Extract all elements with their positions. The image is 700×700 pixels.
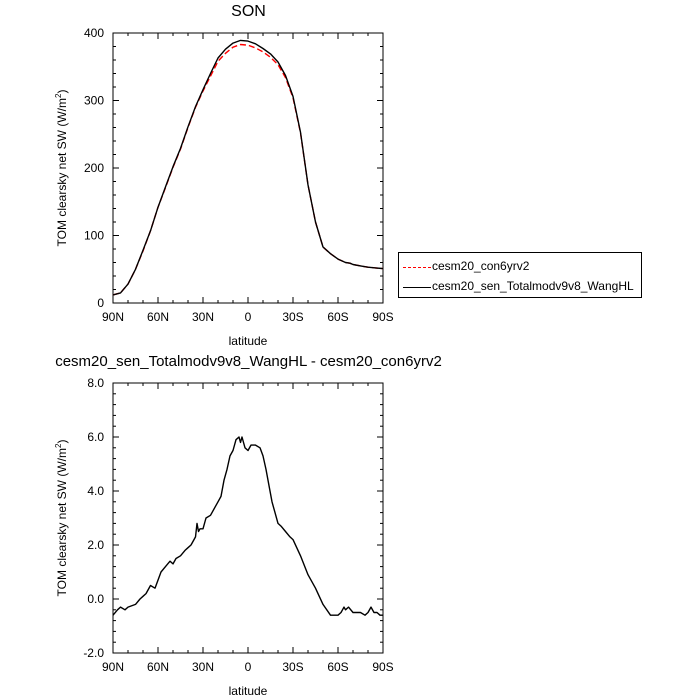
y-axis-label-tail: )	[55, 440, 69, 444]
bottom-chart-title: cesm20_sen_Totalmodv9v8_WangHL - cesm20_…	[55, 353, 442, 370]
x-tick-label: 90S	[372, 660, 393, 674]
x-tick-label: 30N	[192, 310, 214, 324]
series-line-0	[112, 43, 384, 296]
y-axis-label-superscript: 2	[54, 443, 63, 448]
y-tick-label: -2.0	[83, 646, 104, 660]
y-tick-label: 4.0	[87, 484, 104, 498]
y-axis-label: TOM clearsky net SW (W/m2)	[54, 440, 69, 597]
series-line-0	[112, 436, 383, 616]
x-tick-label: 90N	[102, 310, 124, 324]
y-axis-label-main: TOM clearsky net SW (W/m	[55, 448, 69, 596]
x-tick-label: 60S	[327, 660, 348, 674]
plot-frame	[112, 382, 384, 654]
legend-swatch-solid-black	[403, 287, 431, 288]
x-tick-label: 0	[245, 310, 252, 324]
x-tick-label: 30S	[282, 310, 303, 324]
series-line-1	[112, 39, 384, 296]
x-axis-label: latitude	[229, 334, 268, 348]
chart-panel-0: 90N 60N 30N 0 30S 60S 90S 0 100 200 300 400 latitude…	[54, 26, 394, 348]
x-tick-label: 60N	[147, 310, 169, 324]
legend-label-control: cesm20_con6yrv2	[432, 259, 530, 273]
y-tick-label: 400	[84, 26, 104, 40]
y-axis-label: TOM clearsky net SW (W/m2)	[54, 90, 69, 247]
y-tick-label: 8.0	[87, 376, 104, 390]
top-chart-title: SON	[231, 3, 266, 20]
legend-entry-control: cesm20_con6yrv2	[399, 257, 641, 277]
x-tick-label: 30N	[192, 660, 214, 674]
y-tick-label: 100	[84, 229, 104, 243]
x-tick-label: 0	[245, 660, 252, 674]
y-tick-label: 2.0	[87, 538, 104, 552]
y-axis-label-superscript: 2	[54, 93, 63, 98]
y-tick-label: 0.0	[87, 592, 104, 606]
y-tick-label: 200	[84, 161, 104, 175]
y-tick-label: 0	[97, 296, 104, 310]
x-axis-label: latitude	[229, 684, 268, 698]
y-axis-label-tail: )	[55, 90, 69, 94]
x-tick-label: 60N	[147, 660, 169, 674]
y-tick-label: 300	[84, 94, 104, 108]
y-axis-label-main: TOM clearsky net SW (W/m	[55, 98, 69, 246]
legend-label-sensitivity: cesm20_sen_Totalmodv9v8_WangHL	[432, 279, 634, 293]
top-chart-legend: cesm20_con6yrv2 cesm20_sen_Totalmodv9v8_…	[398, 252, 642, 298]
x-tick-label: 60S	[327, 310, 348, 324]
chart-panel-1: 90N 60N 30N 0 30S 60S 90S -2.0 0.0 2.0 4.0 6.0 8.0 la…	[54, 376, 394, 698]
y-tick-label: 6.0	[87, 430, 104, 444]
plot-frame	[112, 32, 384, 304]
x-tick-label: 30S	[282, 660, 303, 674]
x-tick-label: 90N	[102, 660, 124, 674]
legend-entry-sensitivity: cesm20_sen_Totalmodv9v8_WangHL	[399, 277, 641, 297]
legend-swatch-dashed-red	[403, 267, 431, 268]
x-tick-label: 90S	[372, 310, 393, 324]
